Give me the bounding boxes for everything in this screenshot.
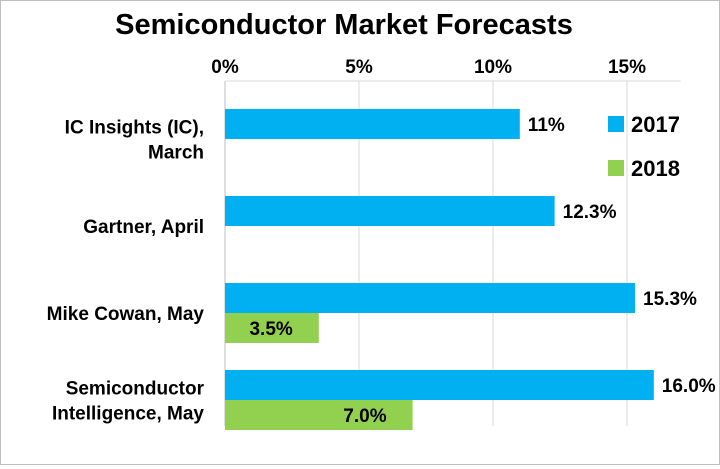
bar-2017 (225, 283, 636, 313)
x-tick-label: 5% (345, 57, 373, 78)
x-tick-label: 15% (608, 57, 646, 78)
y-category-label: Intelligence, May (52, 404, 204, 425)
data-label: 16.0% (662, 376, 716, 397)
x-tick-label: 0% (211, 57, 239, 78)
data-label: 11% (528, 115, 565, 136)
legend-swatch-2018 (608, 160, 624, 176)
y-category-label: Mike Cowan, May (47, 304, 205, 325)
legend-label: 2018 (631, 156, 680, 181)
data-label: 3.5% (249, 319, 292, 340)
bar-2017 (225, 370, 654, 400)
chart-title: Semiconductor Market Forecasts (115, 9, 573, 41)
y-category-label: Gartner, April (83, 217, 204, 238)
bar-2017 (225, 109, 520, 139)
legend-label: 2017 (631, 112, 680, 137)
y-category-label: IC Insights (IC), (65, 118, 204, 139)
bar-2017 (225, 196, 555, 226)
data-label: 7.0% (343, 406, 386, 427)
y-category-label: Semiconductor (66, 379, 205, 400)
legend-swatch-2017 (608, 116, 624, 132)
x-tick-label: 10% (474, 57, 512, 78)
data-label: 12.3% (563, 202, 617, 223)
bar-2018 (225, 400, 413, 430)
bar-2018 (225, 313, 319, 343)
data-label: 15.3% (643, 289, 697, 310)
y-category-label: March (148, 143, 204, 164)
